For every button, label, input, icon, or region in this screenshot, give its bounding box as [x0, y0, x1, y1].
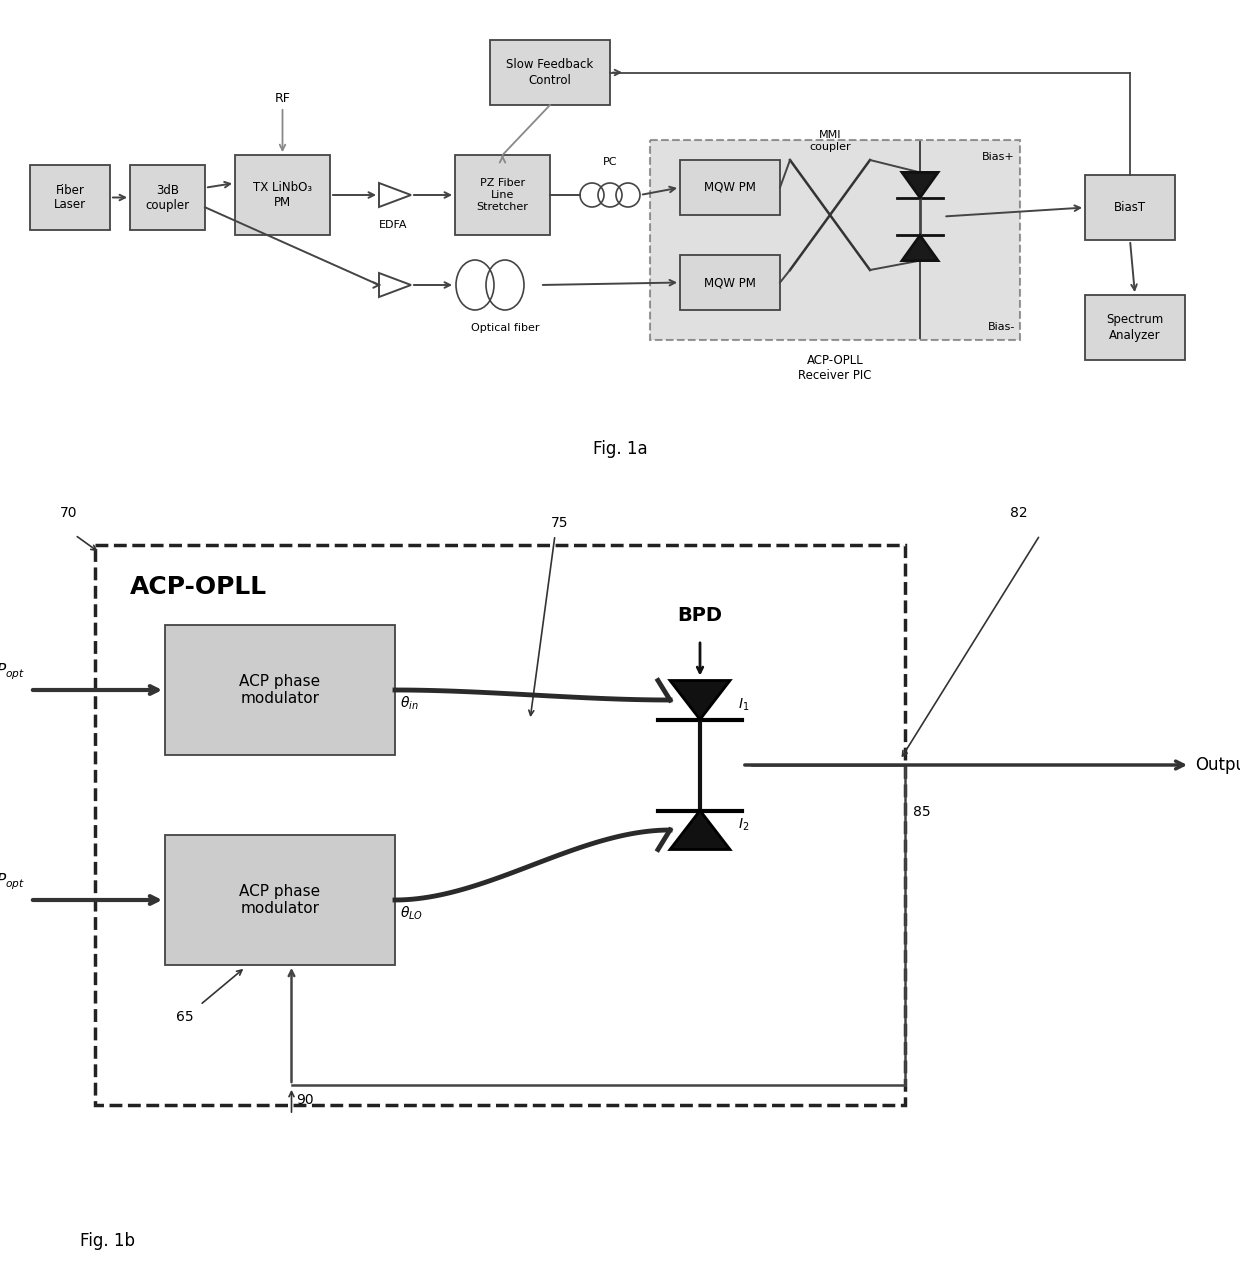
Text: ACP phase
modulator: ACP phase modulator	[239, 673, 321, 707]
Text: 90: 90	[296, 1093, 314, 1107]
Text: ACP-OPLL
Receiver PIC: ACP-OPLL Receiver PIC	[799, 355, 872, 381]
FancyBboxPatch shape	[1085, 175, 1176, 241]
FancyBboxPatch shape	[236, 155, 330, 236]
Text: 3dB
coupler: 3dB coupler	[145, 183, 190, 211]
Text: 85: 85	[913, 805, 931, 819]
FancyBboxPatch shape	[165, 835, 396, 965]
Text: PC: PC	[603, 157, 618, 166]
FancyBboxPatch shape	[1085, 294, 1185, 360]
Text: $I_1$: $I_1$	[738, 696, 749, 713]
FancyBboxPatch shape	[650, 140, 1021, 340]
Polygon shape	[901, 236, 937, 261]
Text: $P_{opt}$: $P_{opt}$	[0, 872, 25, 892]
Text: BPD: BPD	[677, 605, 723, 625]
Text: Slow Feedback
Control: Slow Feedback Control	[506, 59, 594, 87]
Text: EDFA: EDFA	[378, 220, 407, 230]
Text: Spectrum
Analyzer: Spectrum Analyzer	[1106, 314, 1163, 342]
Text: BiasT: BiasT	[1114, 201, 1146, 214]
Text: $P_{opt}$: $P_{opt}$	[0, 662, 25, 682]
Text: 65: 65	[176, 1010, 193, 1024]
Text: Optical fiber: Optical fiber	[471, 323, 539, 333]
Text: ACP phase
modulator: ACP phase modulator	[239, 883, 321, 916]
Text: MMI
coupler: MMI coupler	[810, 131, 851, 152]
Text: $\theta_{in}$: $\theta_{in}$	[401, 695, 419, 713]
FancyBboxPatch shape	[30, 165, 110, 230]
Text: Fig. 1b: Fig. 1b	[81, 1231, 135, 1251]
Text: Bias-: Bias-	[987, 323, 1016, 332]
FancyBboxPatch shape	[490, 40, 610, 105]
FancyBboxPatch shape	[165, 625, 396, 755]
FancyBboxPatch shape	[680, 255, 780, 310]
FancyBboxPatch shape	[455, 155, 551, 236]
Text: Output: Output	[1195, 756, 1240, 774]
Text: ACP-OPLL: ACP-OPLL	[130, 575, 267, 599]
Text: Bias+: Bias+	[982, 152, 1016, 163]
Polygon shape	[901, 173, 937, 197]
Polygon shape	[670, 810, 730, 850]
Text: Fig. 1a: Fig. 1a	[593, 440, 647, 458]
Text: 82: 82	[1011, 506, 1028, 520]
Text: MQW PM: MQW PM	[704, 180, 756, 195]
Text: PZ Fiber
Line
Stretcher: PZ Fiber Line Stretcher	[476, 178, 528, 211]
FancyBboxPatch shape	[130, 165, 205, 230]
Text: $\theta_{LO}$: $\theta_{LO}$	[401, 905, 423, 923]
Text: 70: 70	[60, 506, 77, 520]
Text: 75: 75	[552, 516, 569, 530]
Text: TX LiNbO₃
PM: TX LiNbO₃ PM	[253, 180, 312, 209]
Polygon shape	[670, 681, 730, 719]
Text: Fiber
Laser: Fiber Laser	[53, 183, 86, 211]
Text: $I_2$: $I_2$	[738, 817, 749, 833]
Text: RF: RF	[274, 92, 290, 105]
FancyBboxPatch shape	[680, 160, 780, 215]
Text: MQW PM: MQW PM	[704, 276, 756, 289]
